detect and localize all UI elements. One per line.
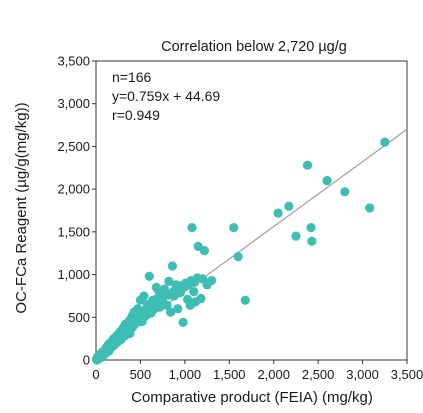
scatter-point [206,275,217,286]
x-tick-label: 1,000 [169,367,202,382]
scatter-point [340,187,350,197]
scatter-point [365,203,375,213]
y-tick-label: 1,000 [57,267,90,282]
scatter-point [199,246,210,256]
scatter-point [273,208,283,218]
stat-n: n=166 [112,69,152,85]
x-axis-ticks: 0 500 1,000 1,500 2,000 2,500 3,000 3,500 [92,360,423,382]
y-axis-ticks: 0 500 1,000 1,500 2,000 2,500 3,000 3,500 [57,54,96,368]
x-tick-label: 2,500 [302,367,335,382]
scatter-point [233,252,243,262]
scatter-point [196,293,206,304]
y-tick-label: 2,500 [57,139,90,154]
y-tick-label: 0 [83,353,90,368]
y-tick-label: 3,500 [57,54,90,69]
x-axis-title: Comparative product (FEIA) (mg/kg) [131,389,373,406]
scatter-point [167,261,178,271]
x-tick-label: 0 [92,367,99,382]
scatter-point [173,304,183,314]
scatter-point [284,201,294,211]
stat-equation: y=0.759x + 44.69 [112,88,220,104]
chart-title: Correlation below 2,720 µg/g [161,39,347,55]
plot-frame [95,60,408,361]
scatter-point [144,271,154,281]
x-tick-label: 3,500 [391,367,423,382]
scatter-point [229,222,239,233]
data-points [91,137,390,365]
stat-r: r=0.949 [112,107,160,123]
y-tick-label: 500 [68,310,90,325]
scatter-point [240,295,250,305]
y-tick-label: 1,500 [57,224,90,239]
scatter-point [189,287,199,297]
scatter-point [166,307,176,317]
scatter-point [187,222,197,233]
scatter-point [307,236,317,246]
y-axis-title: OC-FCa Reagent (µg/g(mg/kg)) [13,102,30,313]
scatter-point [380,137,390,147]
y-tick-label: 3,000 [57,96,90,111]
x-tick-label: 500 [130,367,152,382]
scatter-point [162,300,172,310]
scatter-point [164,276,174,287]
scatter-point [306,222,316,233]
scatter-point [302,160,313,170]
x-tick-label: 1,500 [213,367,246,382]
scatter-point [198,274,208,284]
scatter-point [139,291,149,301]
x-tick-label: 2,000 [257,367,290,382]
scatter-point [322,176,332,186]
scatter-point [291,231,301,241]
scatter-point [178,317,188,328]
y-tick-label: 2,000 [57,182,90,197]
x-tick-label: 3,000 [346,367,379,382]
